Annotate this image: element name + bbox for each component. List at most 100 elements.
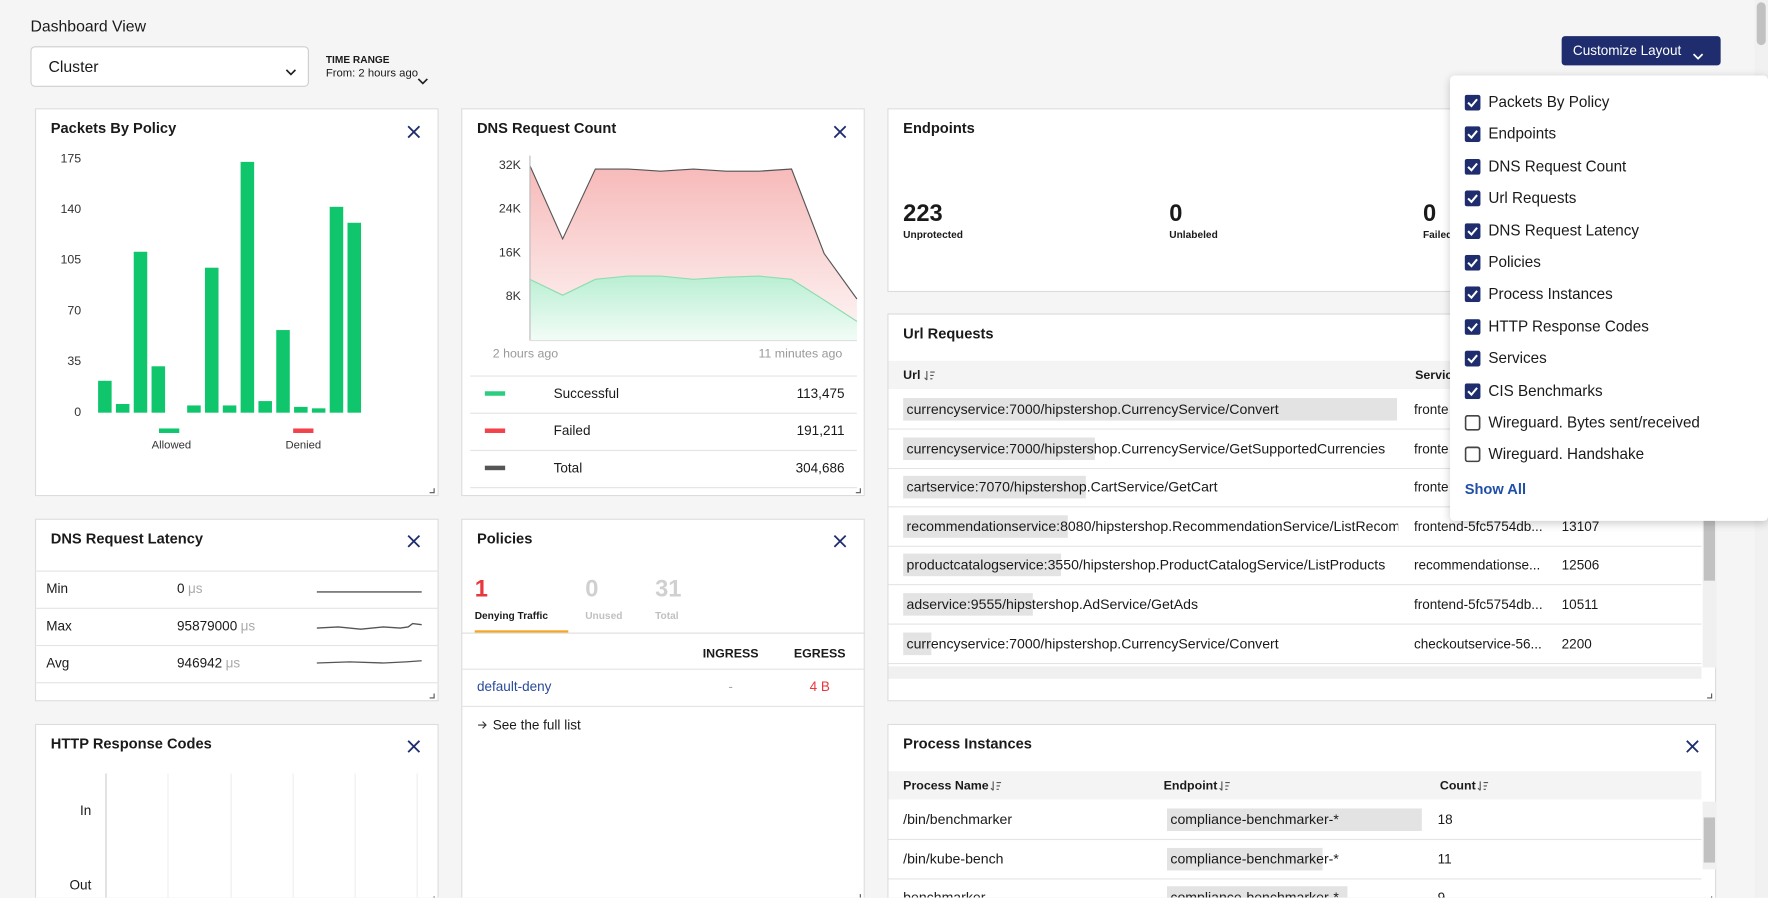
stat-value: 223 — [903, 201, 943, 228]
checkbox[interactable] — [1465, 191, 1481, 207]
close-button[interactable] — [1687, 741, 1698, 752]
url: currencyservice:7000/hipstershop.Currenc… — [907, 439, 1399, 457]
checkbox[interactable] — [1465, 95, 1481, 111]
stat-label: Unlabeled — [1169, 226, 1218, 244]
egress: 4 B — [810, 678, 830, 696]
close-button[interactable] — [834, 126, 845, 137]
layout-option[interactable]: CIS Benchmarks — [1488, 382, 1602, 400]
checkbox[interactable] — [1465, 383, 1481, 399]
column-header[interactable]: Process Name — [903, 777, 989, 795]
layout-option[interactable]: Packets By Policy — [1488, 94, 1609, 112]
bar — [258, 401, 272, 413]
close-button[interactable] — [408, 536, 419, 547]
stat-value[interactable]: 0 — [585, 576, 598, 603]
checkbox[interactable] — [1465, 351, 1481, 367]
chevron — [1692, 47, 1703, 54]
bar — [330, 207, 344, 413]
stat-label[interactable]: Unused — [585, 607, 622, 625]
count: 2200 — [1562, 634, 1592, 652]
panel-title: Policies — [477, 530, 532, 548]
column-header[interactable]: Endpoint — [1164, 777, 1218, 795]
stat-value[interactable]: 1 — [475, 576, 488, 603]
arrow-icon — [478, 722, 486, 729]
policy-name[interactable]: default-deny — [477, 678, 551, 696]
endpoint: compliance-benchmarker-* — [1170, 811, 1338, 829]
divider — [461, 706, 865, 707]
layout-option[interactable]: DNS Request Count — [1488, 158, 1626, 176]
layout-option[interactable]: Endpoints — [1488, 126, 1556, 144]
layout-option[interactable]: Process Instances — [1488, 286, 1612, 304]
stat-value[interactable]: 31 — [655, 576, 681, 603]
bar — [348, 223, 362, 413]
divider — [470, 375, 857, 376]
layout-option[interactable]: Policies — [1488, 254, 1540, 272]
panel-title: Packets By Policy — [51, 120, 176, 138]
url: currencyservice:7000/hipstershop.Currenc… — [907, 634, 1399, 652]
y-tick-label: 140 — [60, 202, 81, 216]
endpoint: compliance-benchmarker-* — [1170, 850, 1338, 868]
resize-handle — [430, 488, 435, 493]
checkbox[interactable] — [1465, 319, 1481, 335]
divider — [35, 608, 439, 609]
bar — [152, 366, 166, 412]
checkbox[interactable] — [1465, 415, 1481, 431]
divider — [470, 487, 857, 488]
close-button[interactable] — [408, 741, 419, 752]
bar — [98, 381, 112, 413]
layout-option[interactable]: Wireguard. Bytes sent/received — [1488, 414, 1700, 432]
divider — [461, 669, 865, 670]
layout-option[interactable]: Services — [1488, 350, 1546, 368]
checkbox[interactable] — [1465, 255, 1481, 271]
layout-option[interactable]: HTTP Response Codes — [1488, 318, 1648, 336]
checkbox[interactable] — [1465, 159, 1481, 175]
divider — [889, 663, 1702, 664]
row-label: Avg — [46, 654, 69, 672]
unit: μs — [241, 618, 256, 634]
checkbox[interactable] — [1465, 447, 1481, 463]
scrollbar-thumb — [1704, 519, 1715, 581]
count: 11 — [1438, 850, 1452, 868]
customize-layout-label: Customize Layout — [1573, 42, 1681, 60]
stat-label[interactable]: Denying Traffic — [475, 607, 548, 625]
time-range-value[interactable]: From: 2 hours ago — [326, 65, 418, 83]
divider — [35, 571, 439, 572]
row-value: 946942μs — [177, 654, 240, 672]
service: frontend-5fc5754db... — [1414, 595, 1549, 613]
stat-label: Unprotected — [903, 226, 963, 244]
divider — [889, 839, 1702, 840]
resize-handle — [1707, 896, 1712, 897]
checkbox[interactable] — [1465, 287, 1481, 303]
divider — [35, 682, 439, 683]
checkbox[interactable] — [1465, 127, 1481, 143]
bar — [241, 162, 255, 413]
column-header[interactable]: Url — [903, 366, 920, 384]
x-tick-label: 2 hours ago — [493, 346, 559, 360]
layout-option[interactable]: DNS Request Latency — [1488, 222, 1639, 240]
count: 9 — [1438, 889, 1446, 898]
layout-option[interactable]: Wireguard. Handshake — [1488, 446, 1644, 464]
y-tick-label: 24K — [499, 202, 522, 216]
cluster-select-value: Cluster — [48, 58, 98, 76]
latency-value: 95879000 — [177, 618, 237, 634]
url: recommendationservice:8080/hipstershop.R… — [907, 517, 1399, 535]
sort-icon — [991, 781, 1001, 790]
count: 12506 — [1562, 556, 1600, 574]
close-button[interactable] — [408, 126, 419, 137]
sort-icon — [1220, 781, 1230, 790]
bar — [205, 268, 219, 413]
url: cartservice:7070/hipstershop.CartService… — [907, 478, 1399, 496]
column-header[interactable]: Count — [1440, 777, 1476, 795]
layout-option[interactable]: Url Requests — [1488, 190, 1576, 208]
stat-label[interactable]: Total — [655, 607, 679, 625]
see-full-list[interactable]: See the full list — [493, 716, 581, 734]
checkbox[interactable] — [1465, 223, 1481, 239]
divider — [461, 633, 865, 634]
close-button[interactable] — [834, 536, 845, 547]
show-all[interactable]: Show All — [1465, 480, 1526, 498]
latency-value: 0 — [177, 581, 185, 597]
row-label: In — [80, 802, 91, 820]
legend-swatch — [293, 428, 313, 433]
x-tick-label: 11 minutes ago — [758, 346, 842, 360]
panel-title: DNS Request Latency — [51, 530, 203, 548]
legend-swatch — [485, 428, 505, 433]
